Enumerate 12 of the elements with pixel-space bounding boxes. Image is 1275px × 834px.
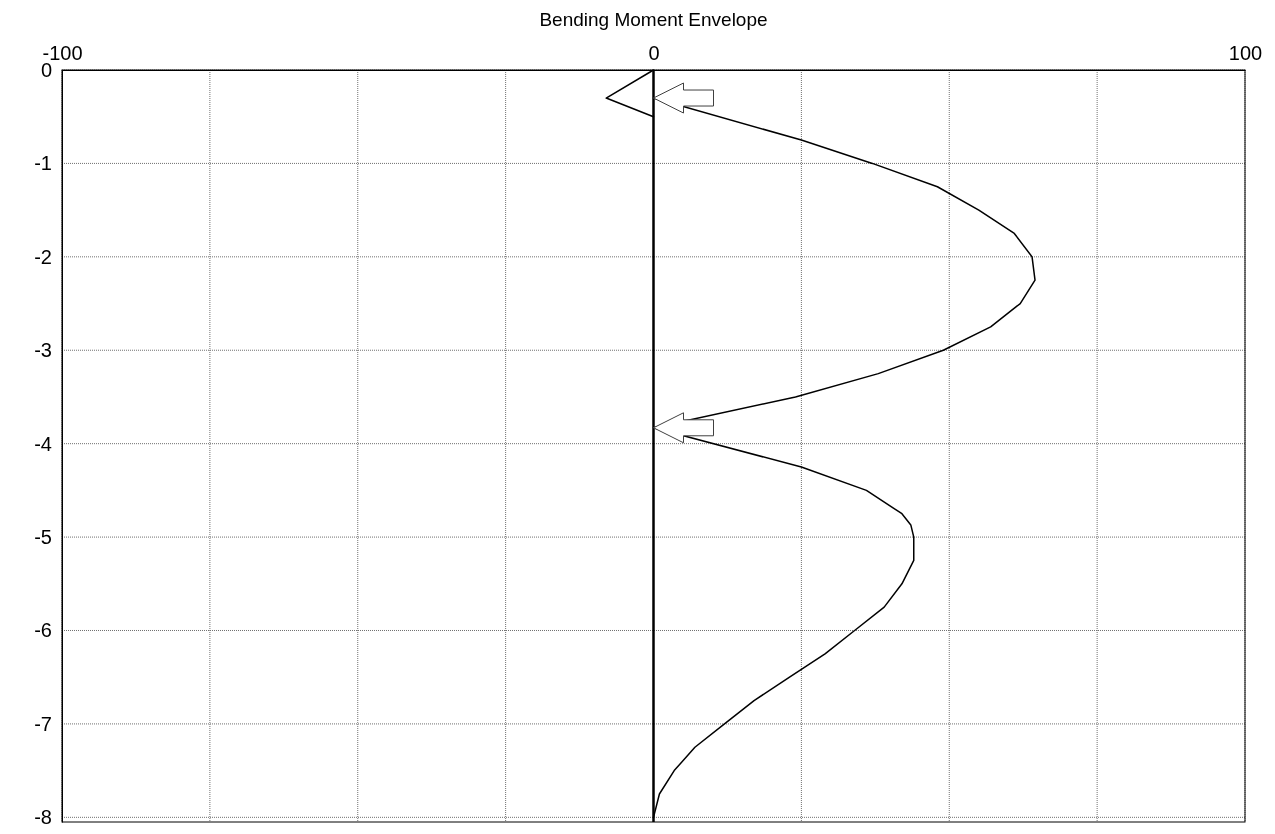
y-tick-label: -4 <box>34 432 52 455</box>
y-tick-label: -2 <box>34 245 52 268</box>
x-tick-label: 100 <box>1228 42 1263 64</box>
y-tick-label: -8 <box>34 806 52 829</box>
y-tick-label: -1 <box>34 152 52 175</box>
y-tick-label: -7 <box>34 712 52 735</box>
x-tick-label: 0 <box>648 42 660 64</box>
y-tick-label: -3 <box>34 339 52 362</box>
y-tick-label: -5 <box>34 525 52 548</box>
chart-title: Bending Moment Envelope <box>539 9 768 30</box>
x-tick-label: -100 <box>42 42 83 64</box>
y-tick-label: -6 <box>34 619 52 642</box>
